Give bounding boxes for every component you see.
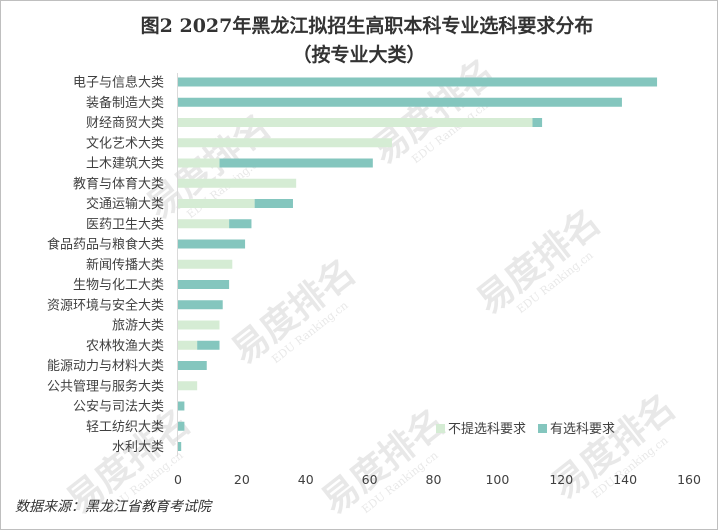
category-label: 交通运输大类 (86, 196, 164, 212)
bar-segment-with-requirement (178, 442, 182, 451)
category-label: 医药卫生大类 (86, 217, 164, 232)
x-tick-label: 100 (485, 472, 509, 487)
category-label: 财经商贸大类 (86, 116, 164, 131)
x-tick-label: 40 (298, 472, 314, 487)
legend-swatch (538, 424, 547, 433)
bar-segment-with-requirement (532, 118, 543, 127)
x-tick-label: 20 (234, 472, 250, 487)
chart-title: 图2 2027年黑龙江拟招生高职本科专业选科要求分布 (141, 14, 594, 37)
x-tick-label: 140 (613, 472, 637, 487)
bar-segment-with-requirement (178, 361, 207, 370)
bar-segment-with-requirement (178, 280, 230, 289)
category-label: 能源动力与材料大类 (47, 359, 164, 374)
legend: 不提选科要求 有选科要求 (436, 421, 615, 437)
legend-swatch (436, 424, 445, 433)
category-label: 食品药品与粮食大类 (47, 237, 164, 253)
bar-segment-with-requirement (178, 401, 185, 411)
category-label: 文化艺术大类 (86, 136, 164, 151)
bars (178, 77, 658, 451)
category-label: 土木建筑大类 (86, 156, 164, 172)
bar-segment-with-requirement (178, 300, 223, 310)
bar-segment-no-requirement (178, 138, 392, 148)
bar-segment-with-requirement (178, 239, 246, 249)
bar-segment-no-requirement (178, 199, 255, 208)
x-tick-label: 120 (549, 472, 573, 487)
category-label: 水利大类 (112, 440, 164, 455)
category-label: 旅游大类 (112, 319, 164, 334)
bar-segment-no-requirement (178, 381, 198, 391)
bar-segment-with-requirement (197, 340, 220, 350)
category-label: 电子与信息大类 (73, 75, 164, 91)
bar-segment-no-requirement (178, 118, 533, 127)
category-label: 公安与司法大类 (73, 400, 164, 415)
x-tick-label: 60 (362, 472, 378, 487)
bar-segment-with-requirement (178, 97, 622, 107)
category-label: 农林牧渔大类 (86, 339, 164, 354)
bar-segment-with-requirement (178, 77, 658, 87)
bar-segment-with-requirement (229, 219, 252, 229)
bar-segment-no-requirement (178, 178, 297, 188)
category-label: 资源环境与安全大类 (47, 297, 164, 313)
bar-segment-no-requirement (178, 158, 220, 168)
category-label: 新闻传播大类 (86, 257, 164, 273)
bar-segment-no-requirement (178, 320, 220, 330)
x-axis-ticks: 0 20 40 60 80 100 120 140 160 (174, 472, 701, 487)
category-label: 装备制造大类 (86, 95, 164, 111)
x-tick-label: 160 (677, 472, 701, 487)
category-labels: 电子与信息大类装备制造大类财经商贸大类文化艺术大类土木建筑大类教育与体育大类交通… (47, 75, 164, 456)
bar-segment-with-requirement (178, 421, 185, 431)
category-label: 生物与化工大类 (73, 278, 164, 293)
bar-segment-with-requirement (219, 158, 373, 168)
bar-segment-no-requirement (178, 340, 198, 350)
source-note: 数据来源：黑龙江省教育考试院 (15, 499, 213, 515)
bar-segment-with-requirement (254, 199, 293, 208)
category-label: 公共管理与服务大类 (47, 378, 164, 394)
bar-segment-no-requirement (178, 219, 230, 229)
legend-label: 不提选科要求 (448, 421, 526, 437)
bar-segment-no-requirement (178, 259, 233, 269)
legend-label: 有选科要求 (550, 422, 615, 437)
category-label: 教育与体育大类 (73, 176, 164, 192)
category-label: 轻工纺织大类 (86, 420, 164, 435)
x-tick-label: 80 (426, 472, 442, 487)
x-tick-label: 0 (174, 472, 182, 487)
chart-subtitle: （按专业大类） (292, 43, 425, 66)
